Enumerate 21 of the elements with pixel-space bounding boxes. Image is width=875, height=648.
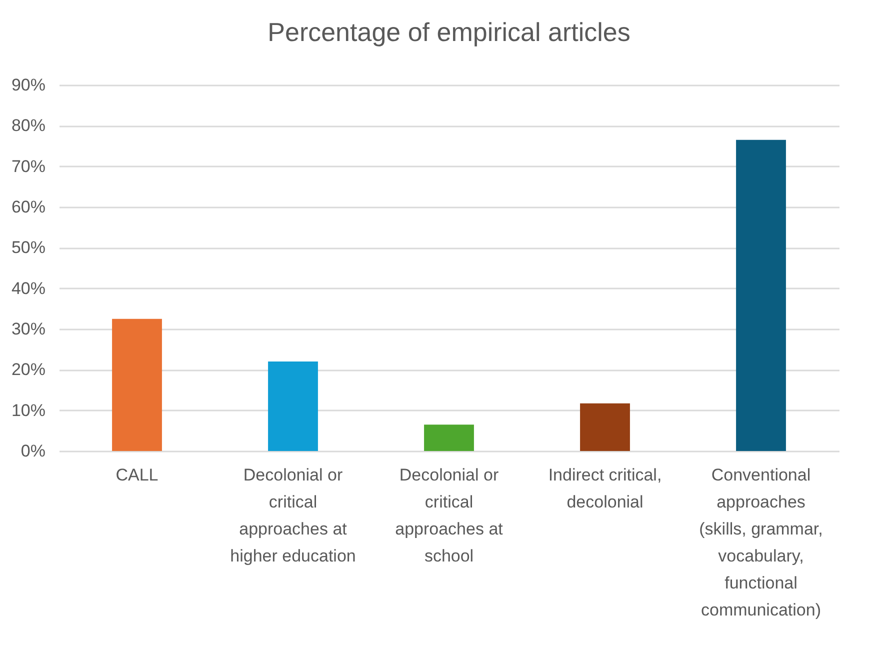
y-tick-label: 20% bbox=[11, 360, 46, 380]
chart-title: Percentage of empirical articles bbox=[268, 17, 630, 47]
bar bbox=[268, 362, 318, 451]
y-tick-label: 50% bbox=[11, 238, 46, 258]
bar bbox=[112, 318, 162, 451]
y-tick-label: 90% bbox=[11, 76, 46, 94]
x-tick-label: Indirect critical, decolonial bbox=[548, 466, 662, 512]
y-tick-label: 30% bbox=[11, 320, 46, 338]
y-tick-label: 40% bbox=[11, 278, 46, 298]
y-tick-label: 70% bbox=[11, 156, 46, 176]
x-tick-label: Conventional approaches (skills, grammar, vocabulary, functional communication) bbox=[699, 466, 823, 620]
bar bbox=[736, 140, 786, 451]
y-tick-label: 80% bbox=[11, 116, 46, 136]
x-tick-label: Decolonial or critical approaches at school bbox=[395, 466, 504, 566]
bar bbox=[424, 424, 474, 451]
y-tick-label: 0% bbox=[20, 442, 46, 460]
x-tick-label: Decolonial or critical approaches at higher education bbox=[230, 466, 356, 566]
bar bbox=[580, 403, 630, 451]
x-tick-label: CALL bbox=[116, 466, 158, 484]
y-tick-label: 60% bbox=[11, 198, 46, 216]
y-tick-label: 10% bbox=[11, 400, 46, 420]
